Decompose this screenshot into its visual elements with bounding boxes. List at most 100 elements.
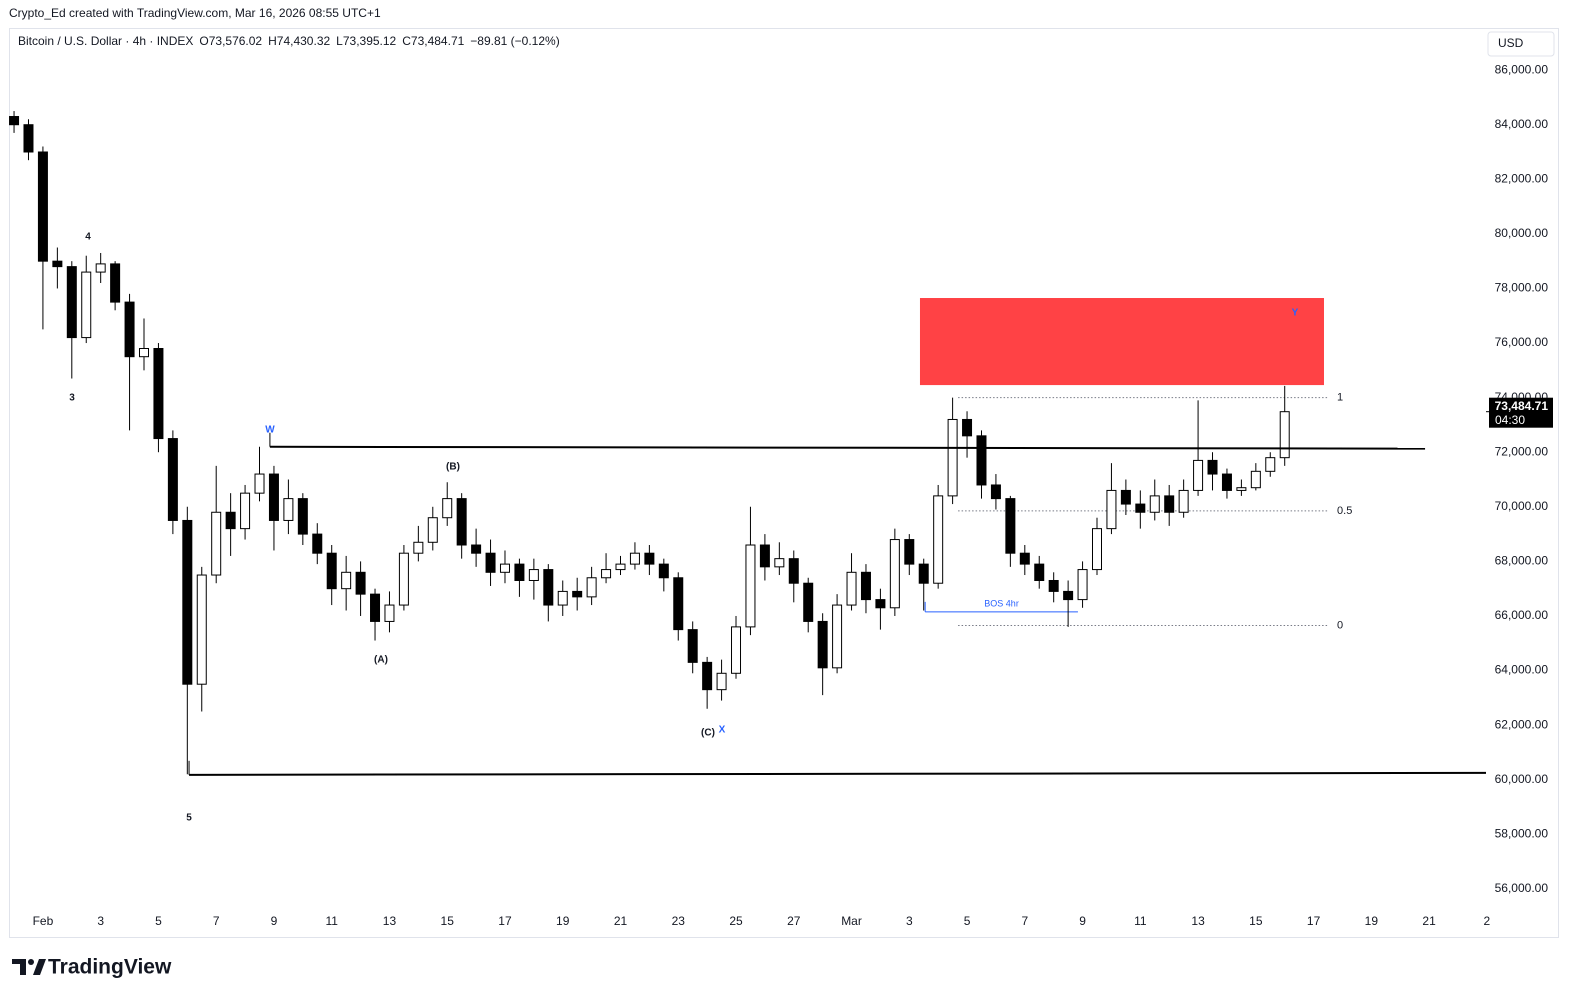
trend-line bbox=[189, 771, 1487, 776]
currency-box[interactable] bbox=[1487, 31, 1555, 57]
candle-body bbox=[1265, 457, 1276, 472]
y-tick-label: 84,000.00 bbox=[1495, 117, 1549, 131]
candle-body bbox=[1063, 590, 1074, 601]
candle-body bbox=[1092, 528, 1103, 571]
y-tick-label: 62,000.00 bbox=[1495, 717, 1549, 731]
x-tick-label: 17 bbox=[1307, 914, 1321, 928]
candle-body bbox=[615, 563, 626, 571]
y-tick-label: 68,000.00 bbox=[1495, 554, 1549, 568]
fib-label: 0 bbox=[1337, 619, 1343, 631]
candle-body bbox=[398, 552, 409, 606]
currency[interactable]: USD bbox=[1498, 36, 1524, 50]
y-tick-label: 82,000.00 bbox=[1495, 171, 1549, 185]
candle-body bbox=[687, 629, 698, 663]
candle-body bbox=[586, 577, 597, 598]
x-tick-label: Feb bbox=[33, 914, 54, 928]
candle-body bbox=[860, 571, 871, 601]
last-price: 73,484.71 bbox=[1495, 399, 1549, 413]
candle-body bbox=[124, 301, 135, 358]
x-tick-label: 25 bbox=[729, 914, 743, 928]
candle-body bbox=[1048, 579, 1059, 592]
candle-body bbox=[1034, 563, 1045, 581]
x-tick-label: 15 bbox=[441, 914, 455, 928]
candle-body bbox=[81, 271, 92, 339]
wave-label: X bbox=[719, 725, 726, 736]
wave-label: (C) bbox=[701, 728, 715, 739]
candle-body bbox=[9, 116, 20, 126]
candle-body bbox=[268, 473, 279, 521]
candle-body bbox=[138, 348, 149, 358]
candle-body bbox=[745, 544, 756, 628]
x-tick-label: 3 bbox=[97, 914, 104, 928]
candle-body bbox=[1005, 498, 1016, 554]
x-tick-label: Mar bbox=[841, 914, 862, 928]
attribution: Crypto_Ed created with TradingView.com, … bbox=[9, 6, 381, 20]
candle-body bbox=[716, 672, 727, 691]
ohlc-value: C73,484.71 bbox=[402, 34, 464, 48]
candle-body bbox=[153, 348, 164, 440]
candle-body bbox=[297, 498, 308, 535]
x-tick-label: 2 bbox=[1484, 914, 1491, 928]
candle-body bbox=[1236, 487, 1247, 491]
y-tick-label: 72,000.00 bbox=[1495, 444, 1549, 458]
candle-body bbox=[110, 263, 121, 303]
x-tick-label: 21 bbox=[614, 914, 628, 928]
candle-body bbox=[774, 558, 785, 568]
candle-body bbox=[817, 620, 828, 669]
candle-body bbox=[341, 571, 352, 590]
candle-body bbox=[759, 544, 770, 568]
x-tick-label: 3 bbox=[906, 914, 913, 928]
candle-body bbox=[514, 563, 525, 581]
candle-body bbox=[254, 473, 265, 494]
last-price-box bbox=[1489, 397, 1553, 428]
candle-body bbox=[976, 435, 987, 486]
y-tick-label: 64,000.00 bbox=[1495, 663, 1549, 677]
candle-body bbox=[601, 569, 612, 579]
y-tick-label: 78,000.00 bbox=[1495, 281, 1549, 295]
x-tick-label: 11 bbox=[1134, 914, 1147, 928]
x-tick-label: 5 bbox=[964, 914, 971, 928]
candle-body bbox=[990, 484, 1001, 500]
candle-body bbox=[1250, 470, 1261, 489]
x-tick-label: 7 bbox=[1021, 914, 1028, 928]
x-tick-label: 11 bbox=[325, 914, 338, 928]
candle-body bbox=[240, 492, 251, 530]
candle-body bbox=[413, 541, 424, 554]
candle-body bbox=[918, 563, 929, 584]
candle-body bbox=[384, 604, 395, 622]
chart-frame bbox=[9, 28, 1559, 938]
candle-body bbox=[832, 604, 843, 669]
candle-body bbox=[1193, 459, 1204, 491]
wave-label: (B) bbox=[446, 462, 460, 473]
candle-body bbox=[673, 577, 684, 631]
fib-label: 1 bbox=[1337, 392, 1343, 404]
trend-line bbox=[269, 445, 1426, 450]
bos-label: BOS 4hr bbox=[984, 598, 1019, 608]
y-tick-label: 66,000.00 bbox=[1495, 608, 1549, 622]
candle-body bbox=[427, 517, 438, 543]
candle-body bbox=[962, 418, 973, 437]
candle-body bbox=[1149, 495, 1160, 513]
candle-body bbox=[875, 599, 886, 609]
x-tick-label: 23 bbox=[672, 914, 686, 928]
candle-body bbox=[702, 661, 713, 691]
x-tick-label: 13 bbox=[1191, 914, 1205, 928]
wave-label: 4 bbox=[85, 232, 91, 243]
candle-body bbox=[846, 571, 857, 606]
x-tick-label: 15 bbox=[1249, 914, 1263, 928]
wave-label: (A) bbox=[374, 655, 388, 666]
candle-body bbox=[1178, 489, 1189, 513]
candle-body bbox=[1077, 569, 1088, 601]
candle-body bbox=[889, 539, 900, 609]
wave-label: W bbox=[265, 425, 275, 436]
candle-body bbox=[370, 593, 381, 622]
x-tick-label: 7 bbox=[213, 914, 220, 928]
candle-body bbox=[543, 569, 554, 606]
x-tick-label: 9 bbox=[1079, 914, 1086, 928]
wave-label: Y bbox=[1292, 308, 1299, 319]
candle-body bbox=[528, 569, 539, 581]
candle-body bbox=[456, 498, 467, 546]
x-tick-label: 5 bbox=[155, 914, 162, 928]
